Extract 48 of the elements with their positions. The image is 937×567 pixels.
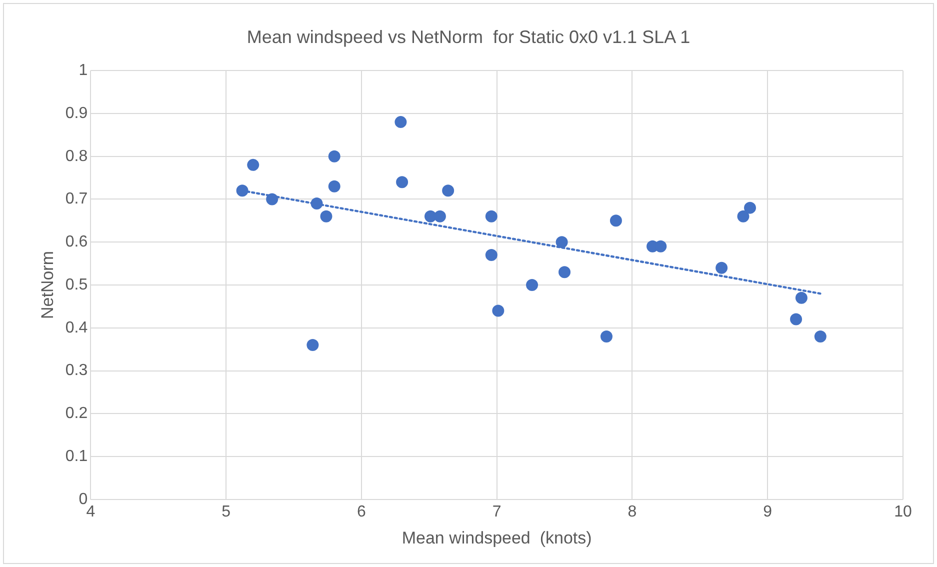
x-tick-label: 5 [222, 503, 231, 520]
y-tick-label: 0.5 [65, 276, 88, 294]
chart-title: Mean windspeed vs NetNorm for Static 0x0 v1.1 SLA 1 [246, 26, 690, 47]
point [790, 313, 802, 326]
point [328, 180, 340, 192]
y-tick-label: 0.3 [65, 362, 88, 380]
point [442, 184, 454, 197]
y-tick-label: 0.7 [65, 190, 88, 208]
x-tick-label: 4 [86, 503, 96, 520]
point [485, 210, 498, 222]
y-tick-label: 0.6 [65, 234, 88, 251]
x-tick-label: 6 [356, 503, 366, 520]
point [394, 116, 407, 128]
point [492, 304, 504, 317]
point [396, 176, 408, 188]
point [716, 262, 728, 274]
point [266, 193, 278, 206]
y-tick-label: 0.8 [65, 148, 88, 165]
point [236, 184, 248, 197]
y-tick-label: 0.2 [65, 405, 88, 422]
y-tick-label: 0.9 [65, 104, 88, 122]
point [610, 214, 622, 227]
point [558, 266, 571, 278]
x-tick-label: 10 [894, 503, 912, 520]
y-axis-title: NetNorm [38, 250, 57, 320]
point [424, 210, 436, 222]
point [310, 198, 323, 210]
point [814, 330, 826, 342]
y-tick-label: 0.1 [65, 448, 88, 465]
y-tick-label: 1 [78, 62, 88, 80]
x-tick-label: 7 [492, 503, 502, 520]
x-tick-label: 9 [763, 503, 772, 520]
x-tick-label: 8 [628, 503, 637, 520]
point [320, 210, 332, 222]
y-tick-label: 0 [78, 490, 88, 508]
point [795, 292, 808, 304]
point [744, 202, 756, 214]
point [434, 210, 446, 222]
point [556, 236, 568, 248]
y-tick-label: 0.4 [65, 319, 88, 336]
point [600, 330, 612, 342]
point [485, 248, 498, 261]
point [526, 279, 538, 291]
x-axis-title: Mean windspeed (knots) [402, 528, 592, 548]
point [328, 150, 340, 162]
point [306, 339, 319, 352]
point [247, 158, 260, 171]
point [737, 210, 750, 222]
